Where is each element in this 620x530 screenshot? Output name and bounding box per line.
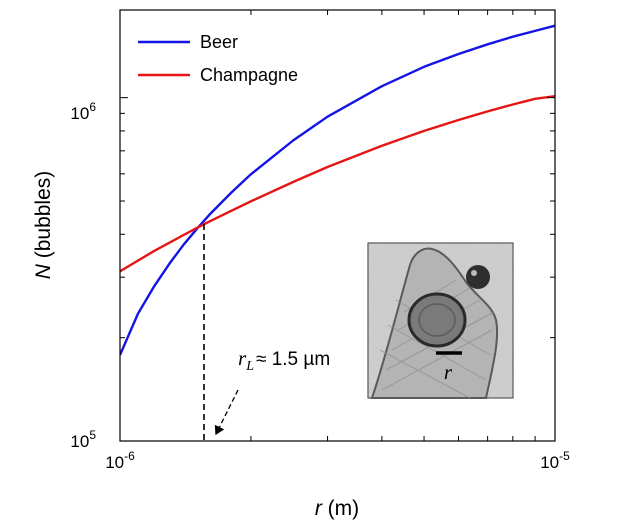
inset-bubble [407, 292, 467, 348]
annotation-rl-label: rL ≈ 1.5 µm [238, 346, 330, 374]
inset-bubble-inner [418, 303, 456, 337]
annotation-arrow [214, 389, 239, 436]
legend-label-champagne: Champagne [200, 65, 298, 85]
x-axis-title: r (m) [315, 497, 359, 520]
tick-layer [119, 10, 556, 442]
series-line-beer [120, 24, 555, 356]
y-tick-label-1e6: 106 [70, 100, 96, 123]
inset-small-bubble-highlight [471, 270, 477, 276]
x-tick-label-max: 10-5 [540, 449, 570, 472]
series-line-champagne [120, 95, 555, 273]
inset-micrograph: r [367, 242, 514, 399]
y-tick-label-1e5: 105 [70, 428, 96, 451]
y-axis-title: N (bubbles) [32, 171, 55, 280]
plot-frame [119, 9, 556, 442]
series-layer [120, 24, 555, 356]
inset-small-bubble [466, 265, 490, 289]
x-tick-label-min: 10-6 [105, 449, 135, 472]
legend-label-beer: Beer [200, 32, 238, 52]
legend: Beer Champagne [138, 32, 298, 85]
inset-scale-label: r [444, 360, 453, 384]
